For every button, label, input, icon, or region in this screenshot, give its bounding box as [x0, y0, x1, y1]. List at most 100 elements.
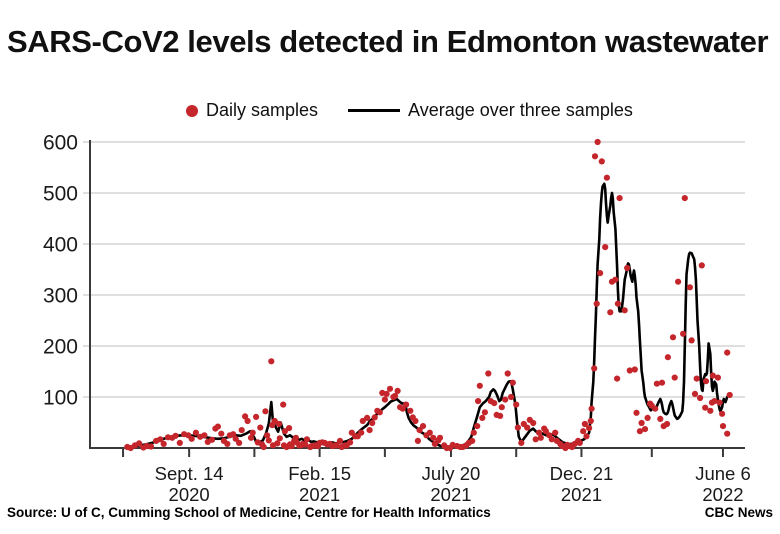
daily-sample-dot: [707, 407, 714, 414]
daily-sample-dot: [381, 396, 388, 403]
daily-sample-dot: [598, 158, 605, 165]
daily-sample-dot: [724, 349, 731, 356]
daily-sample-dot: [176, 439, 183, 446]
daily-sample-dot: [192, 429, 199, 436]
daily-sample-dot: [719, 410, 726, 417]
daily-sample-dot: [265, 437, 272, 444]
legend-item-daily-samples: Daily samples: [186, 100, 318, 121]
cbc-news-credit: CBC News: [704, 505, 773, 520]
daily-sample-dot: [403, 401, 410, 408]
x-axis-tick-year-label: 2021: [430, 484, 471, 505]
daily-sample-dot: [364, 414, 371, 421]
daily-sample-dot: [383, 390, 390, 397]
daily-sample-dot: [602, 244, 609, 251]
daily-sample-dot: [607, 309, 614, 316]
y-axis-label: 500: [43, 183, 78, 206]
daily-sample-dot: [238, 427, 245, 434]
daily-sample-dot: [232, 435, 239, 442]
daily-sample-dot: [208, 436, 216, 443]
daily-sample-dot: [702, 378, 710, 385]
daily-sample-dot: [697, 394, 704, 402]
daily-sample-dot: [711, 398, 718, 405]
daily-sample-dot: [633, 409, 640, 416]
daily-sample-dot: [652, 405, 659, 412]
daily-sample-dot: [702, 404, 709, 411]
daily-sample-dot: [548, 436, 555, 443]
daily-sample-dot: [274, 440, 281, 447]
daily-sample-dot: [588, 405, 595, 412]
daily-sample-dot: [616, 195, 623, 202]
daily-sample-dot: [664, 354, 672, 361]
daily-sample-dot: [709, 372, 716, 379]
daily-sample-dot: [591, 365, 598, 372]
daily-sample-dot: [474, 423, 481, 430]
daily-sample-dot: [586, 425, 593, 432]
daily-sample-dot: [624, 264, 631, 272]
daily-sample-dot: [593, 300, 600, 307]
daily-sample-dot: [475, 398, 482, 405]
daily-sample-dot: [236, 439, 243, 446]
daily-sample-dot: [594, 138, 601, 146]
daily-sample-dot: [268, 358, 275, 365]
daily-sample-dot: [581, 420, 589, 428]
daily-sample-dot: [491, 400, 498, 407]
daily-sample-dot: [698, 262, 705, 269]
daily-sample-dot: [719, 423, 727, 430]
daily-sample-dot: [504, 370, 511, 377]
daily-sample-dot: [247, 434, 255, 441]
daily-sample-dot: [691, 390, 699, 397]
daily-sample-dot: [716, 399, 723, 406]
daily-sample-dot: [680, 330, 687, 337]
daily-sample-dot: [469, 437, 476, 444]
daily-sample-dot: [264, 432, 271, 439]
x-axis-tick-year-label: 2022: [702, 484, 743, 505]
daily-sample-dot: [371, 414, 378, 421]
average-line-swatch-icon: [348, 109, 401, 112]
daily-sample-dot: [498, 404, 505, 411]
daily-sample-dot: [436, 434, 444, 441]
daily-sample-dot: [542, 428, 550, 435]
daily-sample-dot: [470, 429, 477, 436]
daily-sample-dot: [714, 374, 722, 381]
daily-sample-dot: [276, 435, 283, 442]
daily-sample-dot: [391, 392, 399, 400]
daily-sample-dot: [386, 385, 394, 392]
legend-item-average-line: Average over three samples: [348, 100, 633, 121]
daily-sample-dot: [419, 423, 427, 430]
daily-sample-dot: [681, 195, 688, 202]
daily-sample-dot: [333, 442, 340, 449]
daily-sample-dot: [663, 420, 671, 428]
daily-sample-dot: [347, 439, 354, 446]
daily-sample-dot: [724, 430, 731, 437]
daily-sample-dot: [688, 337, 695, 344]
daily-sample-dot: [407, 407, 414, 414]
daily-sample-dot: [591, 153, 599, 160]
daily-sample-dot: [658, 379, 666, 386]
daily-sample-dot: [726, 391, 733, 399]
daily-sample-dot: [641, 426, 649, 433]
daily-sample-dot: [160, 440, 167, 447]
daily-sample-dot: [657, 415, 664, 422]
daily-sample-dot: [552, 429, 559, 436]
x-axis-tick-label: Dec. 21: [550, 463, 614, 484]
daily-sample-dot: [485, 370, 492, 377]
daily-sample-dot: [157, 436, 164, 443]
daily-sample-dot: [136, 440, 143, 447]
x-axis-tick-year-label: 2021: [299, 484, 340, 505]
daily-sample-dot: [693, 375, 700, 382]
legend-daily-samples-label: Daily samples: [206, 100, 319, 120]
y-axis-label: 100: [43, 387, 78, 410]
wastewater-chart: 100 200 300 400 500 600 Sept. 14 2020 Feb. 15 202…: [0, 128, 780, 508]
x-axis-tick-label: June 6: [695, 463, 751, 484]
daily-sample-dot: [244, 417, 251, 425]
daily-sample-dot: [514, 424, 522, 431]
daily-sample-dot: [576, 439, 583, 446]
page-title: SARS-CoV2 levels detected in Edmonton wa…: [7, 23, 769, 59]
daily-sample-dot: [509, 379, 516, 386]
source-credit: Source: U of C, Cumming School of Medici…: [7, 505, 491, 520]
daily-sample-dot: [426, 429, 433, 436]
daily-sample-dot: [288, 442, 295, 450]
x-axis-tick-label: Feb. 15: [288, 463, 351, 484]
daily-sample-dot: [412, 417, 419, 425]
